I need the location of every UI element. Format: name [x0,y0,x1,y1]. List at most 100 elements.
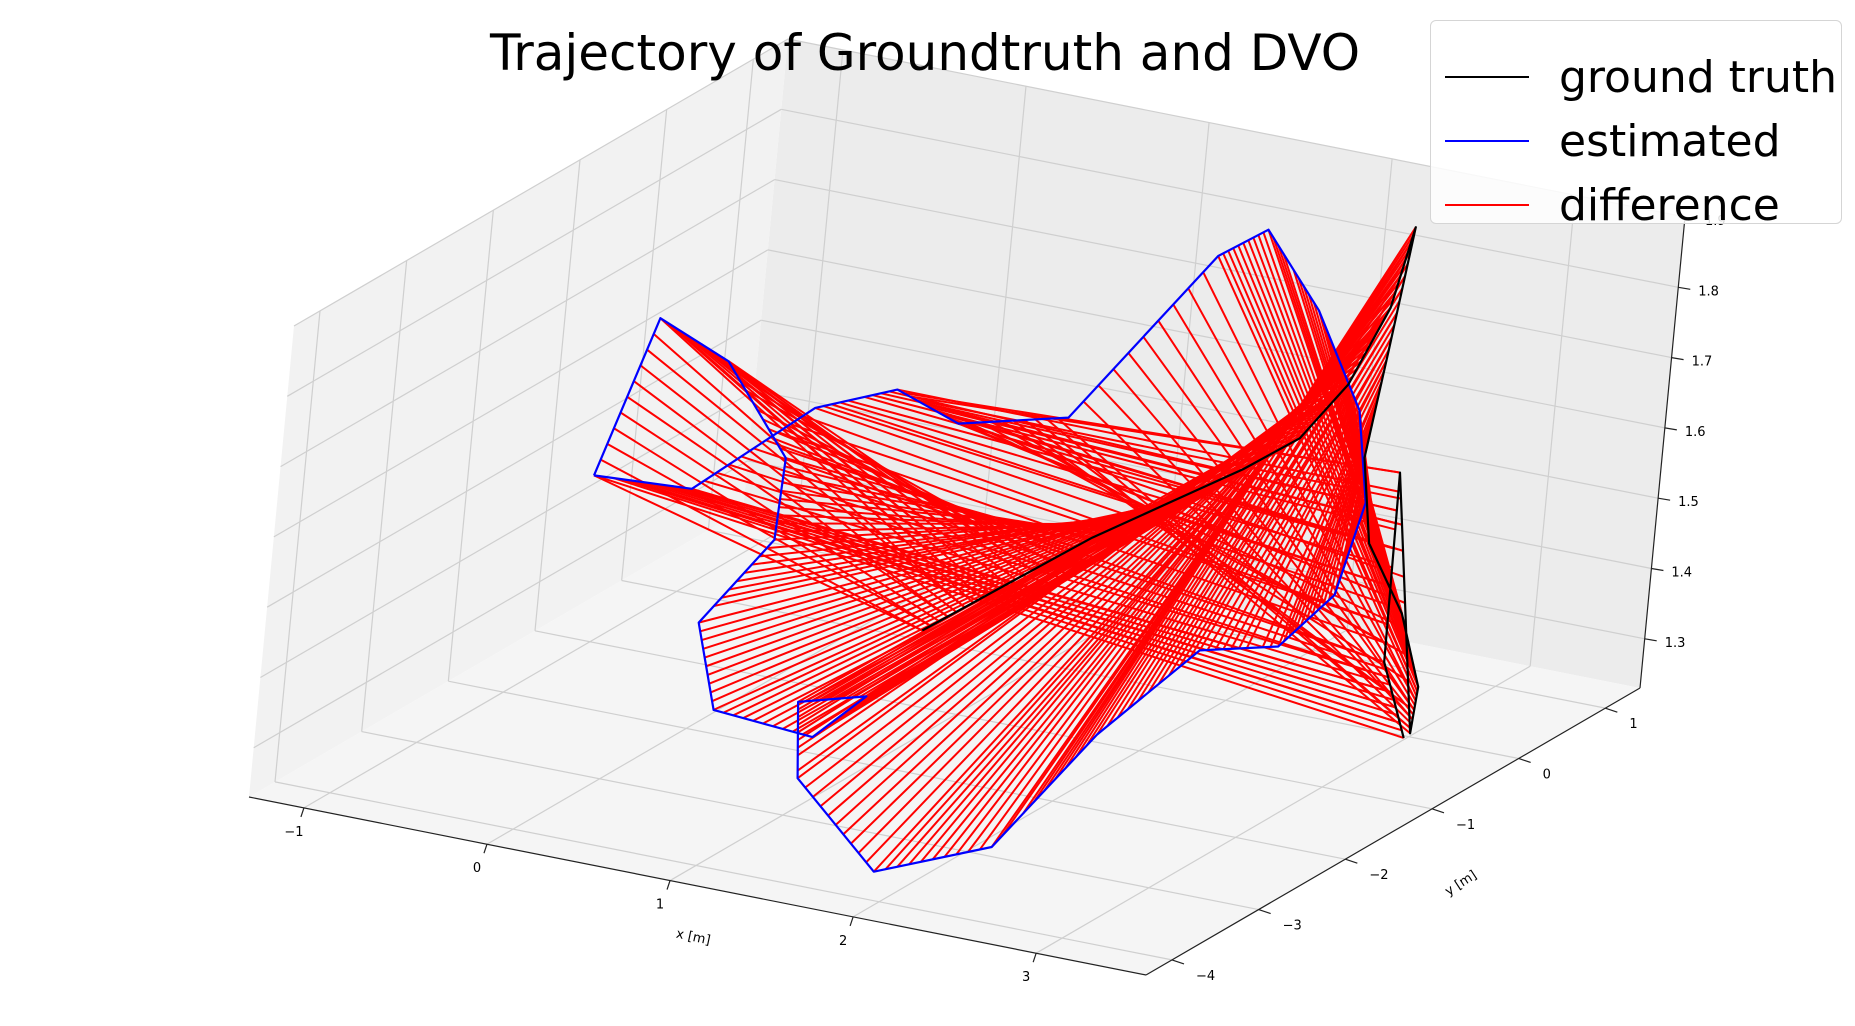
difference-line [933,409,1404,552]
difference-line [606,443,932,627]
difference-line [672,485,1395,701]
legend-label-estimated: estimated [1559,115,1781,167]
tick-label-x: 3 [1022,970,1030,985]
axis-x-line [248,796,1147,976]
difference-line [1187,287,1417,702]
grid-z-left [293,38,789,327]
legend: ground truth estimated difference [1430,20,1842,231]
difference-line [897,388,1399,493]
axis-label-x: x [m] [675,927,712,949]
difference-line [623,478,1401,724]
grid-y-floor [534,630,1433,810]
legend-swatch-estimated [1445,140,1529,142]
difference-line [1262,232,1413,658]
tick-label-z: 1.6 [1685,425,1706,440]
tick-label-z: 1.4 [1671,565,1692,580]
tick-label-z: 1.7 [1692,355,1713,370]
difference-line [802,415,1388,626]
tick-x [483,844,488,854]
grid-z-left [286,108,782,397]
difference-line [1292,269,1408,636]
difference-line [1247,239,1416,673]
grid-x-back [1529,195,1576,667]
difference-line [699,495,1184,633]
grid-y-left [361,260,408,732]
grid-x-back [980,86,1027,558]
difference-line [1277,245,1410,644]
axis-label-y: y [m] [1442,868,1479,899]
grid-z-back [761,319,1659,499]
grid-z-left [273,249,769,538]
tick-z [1644,638,1657,642]
tick-label-x: 0 [473,861,481,876]
difference-line [626,395,949,618]
difference-line [1034,418,1411,735]
grid-y-left [621,109,668,581]
grid-x-floor [669,593,1165,882]
grid-x-floor [852,629,1348,918]
grid-y-left [274,310,321,782]
tick-z [1651,567,1664,572]
tick-label-y: 0 [1543,767,1551,782]
tick-label-z: 1.5 [1678,495,1699,510]
axis-y-line [1145,687,1641,976]
difference-line [835,337,1375,826]
legend-item-ground-truth: ground truth [1445,47,1837,107]
difference-line [1252,237,1415,666]
difference-line [1230,359,1388,650]
grid-y-left [534,159,581,631]
difference-line [903,392,1401,474]
difference-line [593,474,923,632]
tick-label-y: −1 [1456,818,1475,833]
grid-y-floor [361,730,1259,911]
tick-y [1345,858,1358,864]
tick-label-y: −2 [1369,868,1388,883]
tick-label-y: −3 [1283,919,1302,934]
difference-line [880,392,1398,512]
grid-z-left [260,389,755,679]
legend-swatch-ground-truth [1445,76,1529,78]
legend-label-difference: difference [1559,179,1780,231]
pane-left [249,39,788,797]
tick-x [849,916,854,927]
grid-x-floor [303,520,799,809]
legend-item-difference: difference [1445,175,1780,235]
difference-line [864,395,1394,550]
trajectory-lines [592,226,1420,873]
series-ground-truth-line [921,226,1420,739]
difference-line [812,353,1366,798]
difference-line [740,455,1387,671]
difference-line [716,471,1389,679]
tick-label-y: 1 [1629,717,1637,732]
grid-z-left [266,319,762,608]
legend-label-ground-truth: ground truth [1559,51,1838,103]
tick-x [666,880,671,890]
difference-line [847,399,1394,550]
tick-y [1171,959,1185,965]
axis-z-line [1639,216,1686,689]
tick-z [1678,286,1691,290]
difference-line [753,447,1385,663]
difference-line [1206,336,1393,651]
series-estimated-line [592,228,1367,873]
difference-line [872,394,1396,531]
tick-label-x: 1 [656,898,664,913]
grid-y-left [447,210,494,682]
difference-line [1237,245,1418,680]
difference-line [1214,336,1393,651]
difference-line [707,485,1206,676]
difference-line [703,479,1391,686]
grid-z-back [781,108,1679,288]
tick-z [1658,497,1671,501]
difference-line [839,401,1393,569]
difference-line [814,406,1390,607]
grid-x-floor [1035,665,1531,954]
difference-line [620,411,940,623]
tick-z [1664,427,1677,431]
difference-line [681,486,1393,694]
difference-line [1075,226,1417,758]
difference-lines [593,226,1420,873]
difference-line [790,423,1388,626]
tick-label-z: 1.8 [1698,284,1719,299]
